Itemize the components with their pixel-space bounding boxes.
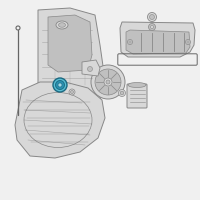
Circle shape [69, 89, 75, 95]
FancyBboxPatch shape [127, 84, 147, 108]
Circle shape [104, 78, 112, 86]
Circle shape [128, 40, 132, 45]
Polygon shape [15, 82, 105, 158]
Polygon shape [120, 22, 195, 57]
Circle shape [129, 41, 131, 43]
Ellipse shape [58, 23, 66, 27]
Circle shape [95, 69, 121, 95]
Polygon shape [48, 15, 92, 72]
Circle shape [186, 40, 190, 45]
Circle shape [148, 23, 156, 30]
Circle shape [88, 66, 92, 72]
Circle shape [187, 41, 189, 43]
Circle shape [118, 90, 126, 97]
Circle shape [56, 80, 64, 90]
Circle shape [151, 25, 154, 28]
Circle shape [53, 78, 67, 92]
Circle shape [150, 15, 154, 20]
Circle shape [58, 83, 62, 87]
Circle shape [106, 80, 110, 84]
Circle shape [70, 90, 74, 94]
Polygon shape [38, 8, 105, 104]
Circle shape [91, 65, 125, 99]
Polygon shape [82, 60, 100, 76]
Circle shape [148, 12, 156, 21]
Circle shape [120, 91, 124, 95]
Ellipse shape [56, 21, 68, 29]
Ellipse shape [128, 82, 146, 88]
Polygon shape [126, 30, 190, 54]
